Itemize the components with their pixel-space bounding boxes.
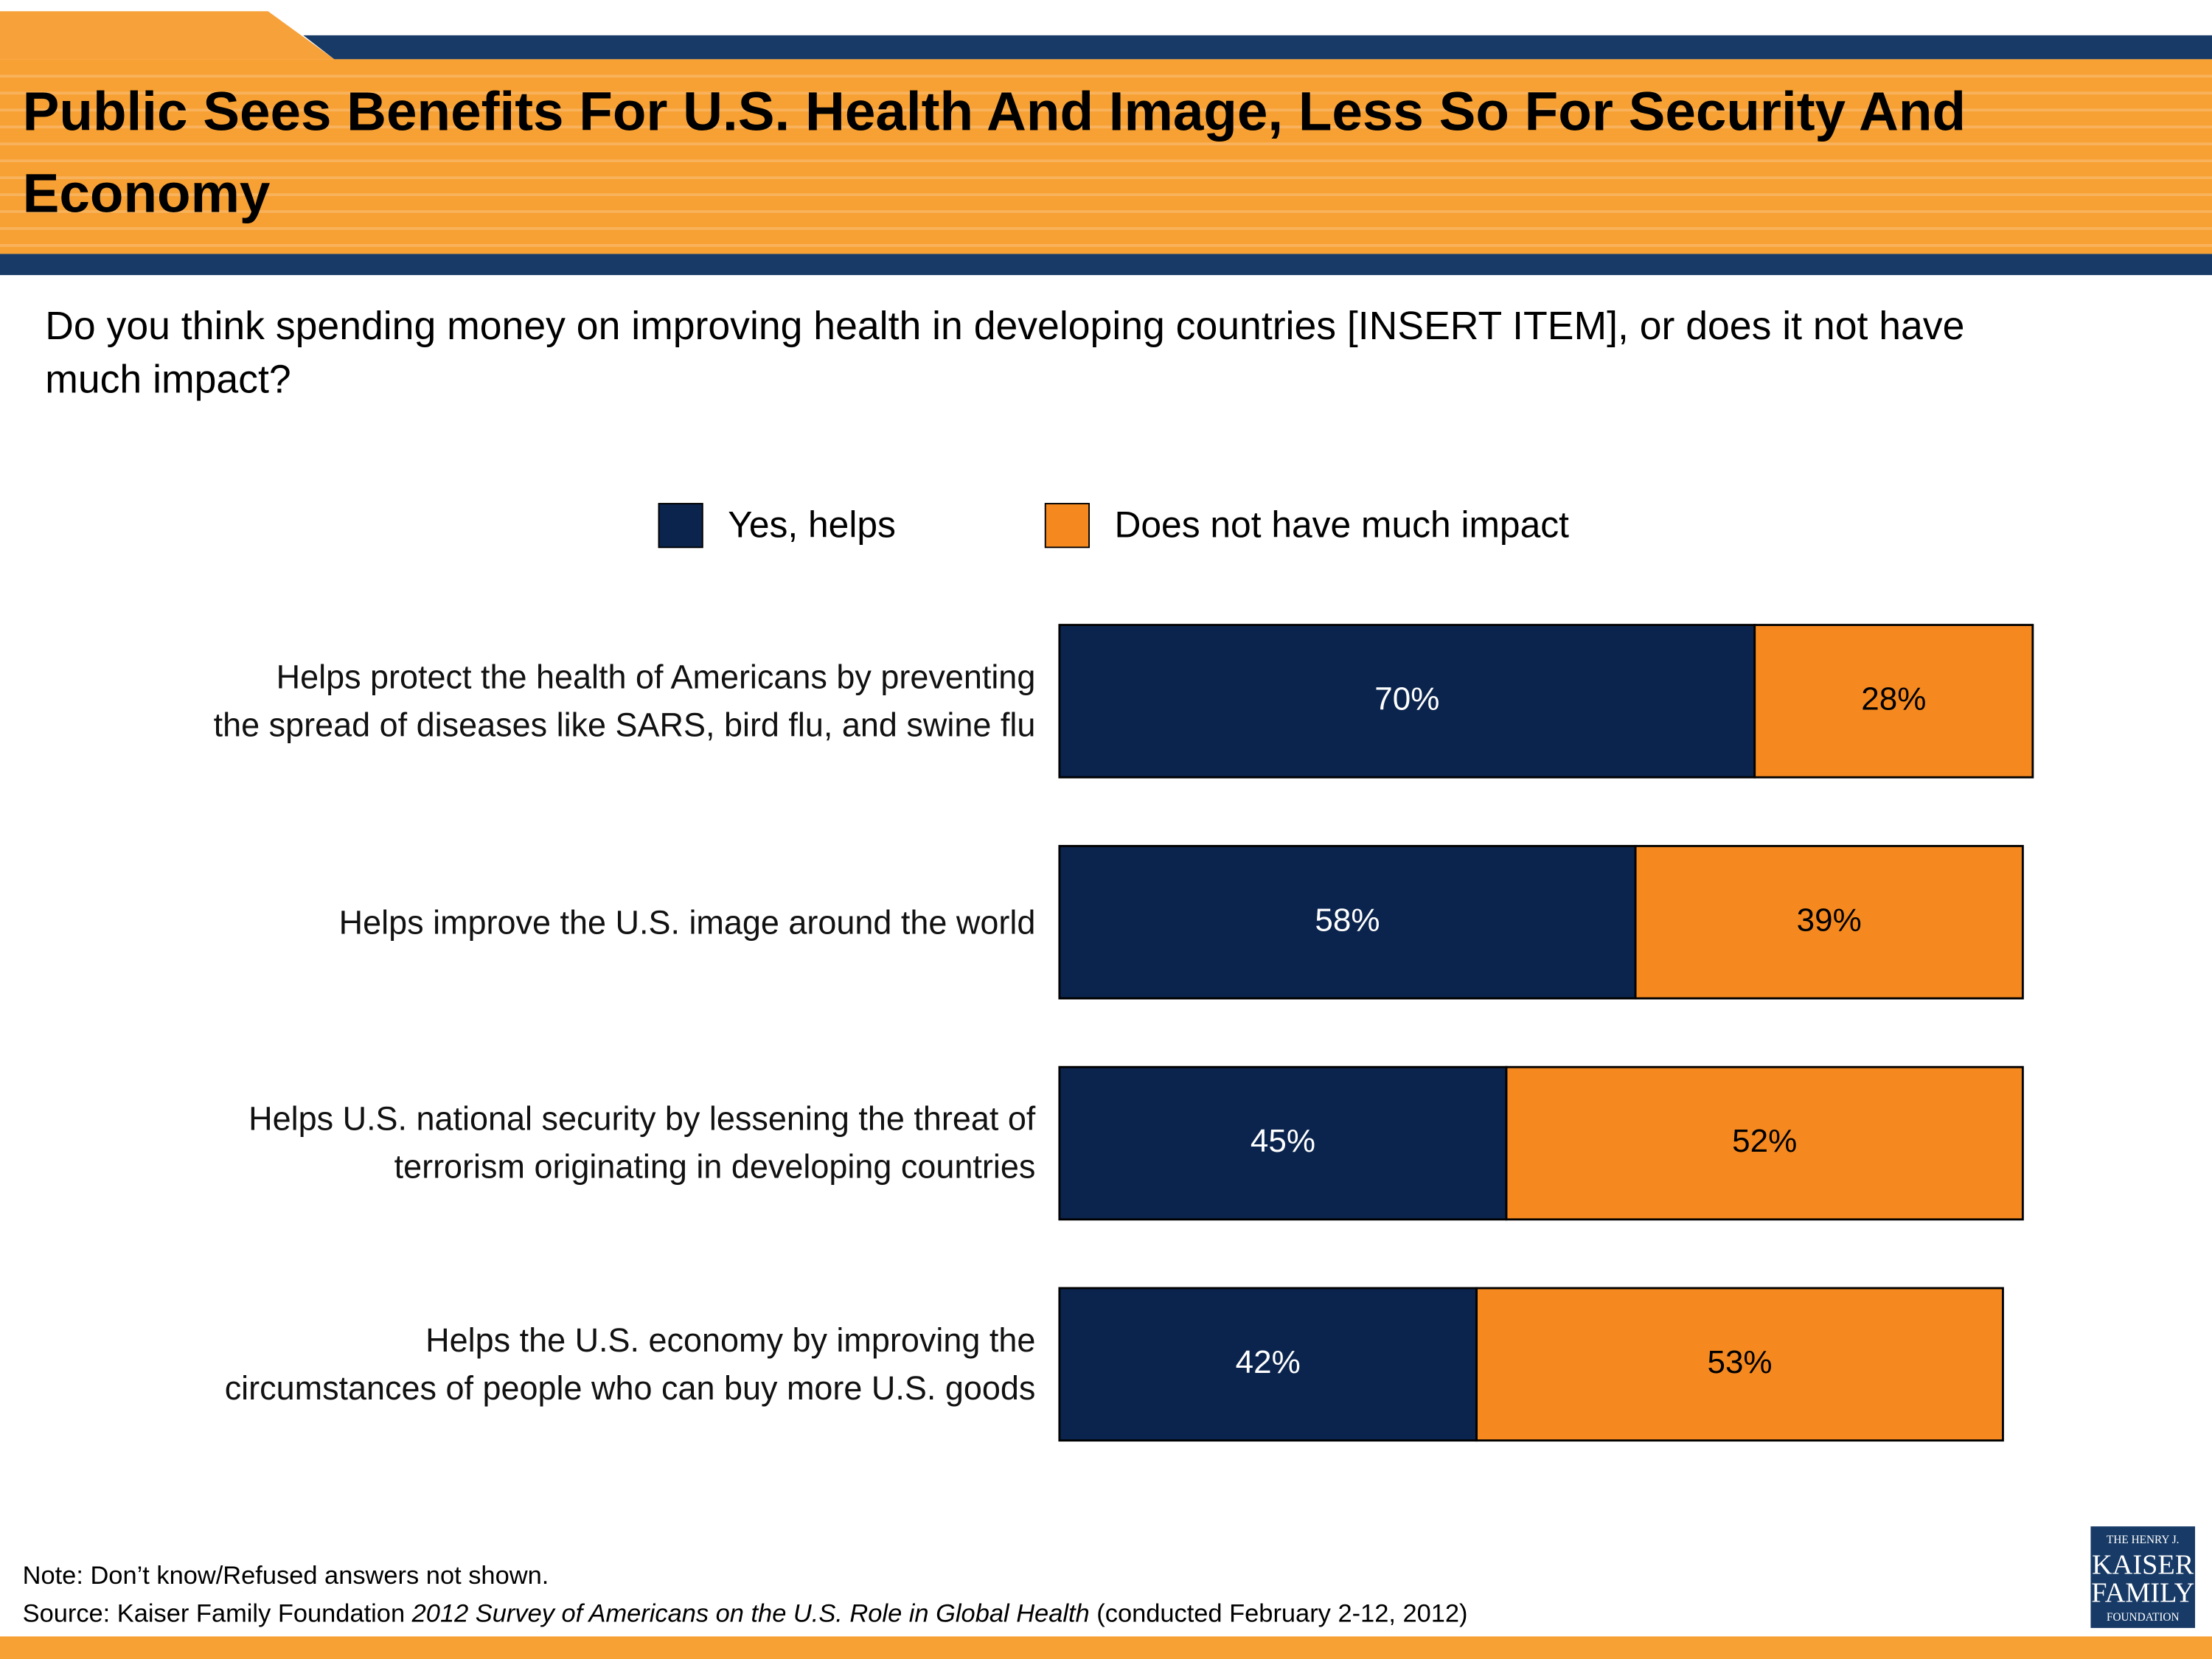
logo-line: KAISER [2092,1549,2194,1580]
value-label: 28% [1861,681,1926,717]
category-label-box: Helps improve the U.S. image around the … [338,903,1036,941]
value-label: 52% [1732,1123,1797,1159]
subtitle: Do you think spending money on improving… [45,305,1964,348]
bar-segment [1634,844,2024,1000]
value-label: 58% [1315,902,1380,938]
category-label: Helps improve the U.S. image around the … [338,903,1036,941]
value-label: 45% [1251,1123,1315,1159]
header-tab [0,11,335,60]
bar-segment [1058,624,1756,779]
header-bar [303,35,2212,60]
bar-segment [1058,844,1637,1000]
header-bar-bottom [0,254,2212,276]
value-label: 42% [1236,1344,1301,1380]
logo [2090,1526,2196,1628]
chart-title: Economy [23,162,271,224]
source-prefix: Source: Kaiser Family Foundation [23,1600,412,1628]
category-label-box: Helps the U.S. economy by improving the … [224,1321,1036,1407]
category-label: Helps the U.S. economy by improving the … [224,1321,1036,1407]
source-suffix: (conducted February 2-12, 2012) [1090,1600,1468,1628]
header-stripes [0,74,2212,247]
note: Note: Don’t know/Refused answers not sho… [23,1562,549,1590]
bar-segment [1058,1065,1508,1221]
logo-line: THE HENRY J. [2107,1534,2179,1546]
source-title: 2012 Survey of Americans on the U.S. Rol… [411,1600,1090,1628]
logo-text: THE HENRY J. KAISER FAMILY FOUNDATION [2091,1534,2194,1624]
source: Source: Kaiser Family Foundation 2012 Su… [23,1600,1468,1628]
footer-band [0,1636,2212,1659]
legend-label: Does not have much impact [1114,504,1569,546]
bar-segment [1058,1287,1478,1442]
legend-label: Yes, helps [728,504,896,546]
subtitle: much impact? [45,358,291,402]
bar-segment [1753,624,2034,779]
bar-segment [1475,1287,2004,1442]
legend-swatch [658,503,703,549]
logo-line: FOUNDATION [2107,1611,2180,1624]
category-label: Helps U.S. national security by lessenin… [248,1101,1036,1186]
category-label-box: Helps U.S. national security by lessenin… [248,1101,1036,1186]
chart-title: Public Sees Benefits For U.S. Health And… [23,80,1966,142]
category-label: Helps protect the health of Americans by… [213,658,1036,744]
bar-segment [1505,1065,2024,1221]
legend-swatch [1044,503,1090,549]
value-label: 53% [1707,1344,1772,1380]
value-label: 70% [1374,681,1439,717]
logo-line: FAMILY [2091,1578,2194,1609]
value-label: 39% [1797,902,1862,938]
category-label-box: Helps protect the health of Americans by… [213,658,1036,744]
